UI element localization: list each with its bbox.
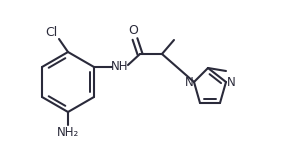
Text: Cl: Cl	[45, 27, 57, 40]
Text: NH: NH	[111, 60, 129, 73]
Text: N: N	[227, 76, 235, 89]
Text: O: O	[128, 24, 138, 38]
Text: NH₂: NH₂	[57, 127, 79, 140]
Text: N: N	[185, 76, 193, 89]
